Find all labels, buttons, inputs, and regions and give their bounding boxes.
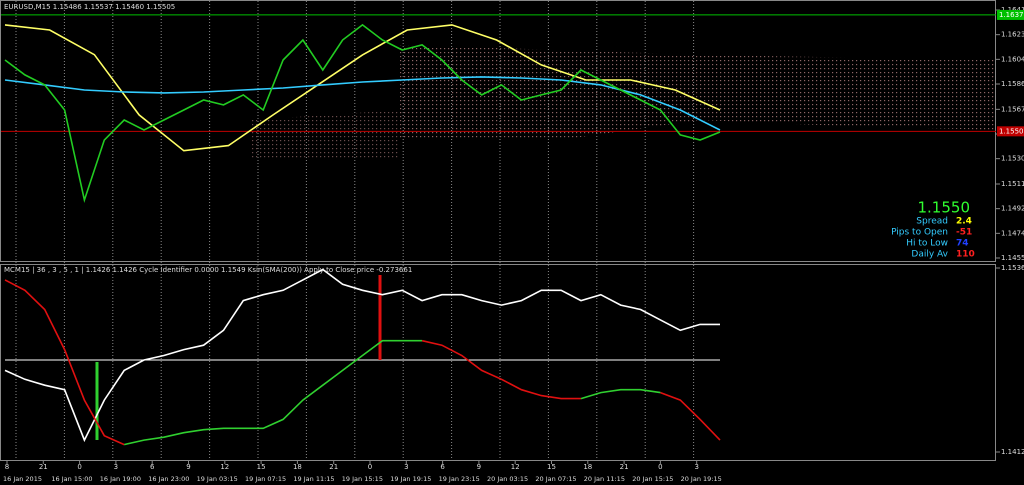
current-price: 1.1550 (918, 199, 971, 217)
y-tick-label: 1.15110 (1001, 180, 1024, 188)
hour-label: 21 (620, 463, 629, 471)
y-tick-label: 1.14555 (1001, 254, 1024, 262)
date-label: 20 Jan 03:15 (487, 475, 528, 483)
hour-label: 9 (477, 463, 481, 471)
hour-label: 15 (547, 463, 556, 471)
y-tick-label: 1.1536 (1001, 264, 1024, 272)
price-tag-label: 1.16378 (999, 11, 1024, 19)
date-label: 20 Jan 07:15 (535, 475, 576, 483)
hour-label: 3 (694, 463, 698, 471)
series-line (4, 279, 721, 446)
price-tag-label: 1.15505 (999, 127, 1024, 135)
hour-label: 21 (39, 463, 48, 471)
sub-frame (0, 264, 996, 461)
hour-label: 8 (5, 463, 9, 471)
price-tag (997, 126, 1024, 137)
info-value: 74 (956, 239, 969, 249)
hour-label: 0 (658, 463, 662, 471)
hour-label: 6 (150, 463, 155, 471)
series-line (4, 268, 720, 443)
y-tick-label: 1.14740 (1001, 229, 1024, 237)
date-label: 19 Jan 03:15 (197, 475, 238, 483)
hour-label: 3 (404, 463, 408, 471)
hour-label: 0 (77, 463, 81, 471)
date-label: 16 Jan 2015 (3, 475, 42, 483)
y-tick-label: 1.16230 (1001, 31, 1024, 39)
date-label: 20 Jan 11:15 (584, 475, 625, 483)
sub-title: MCM15 | 36 , 3 , 5 , 1 | 1.1426 1.1426 C… (4, 266, 412, 274)
cloud (400, 45, 995, 140)
date-label: 19 Jan 11:15 (293, 475, 334, 483)
hour-label: 6 (440, 463, 445, 471)
hour-label: 12 (220, 463, 229, 471)
hour-label: 12 (511, 463, 520, 471)
y-tick-label: 1.1412 (1001, 448, 1024, 456)
date-label: 20 Jan 15:15 (632, 475, 673, 483)
series-line (124, 339, 661, 446)
hour-label: 3 (114, 463, 118, 471)
y-tick-label: 1.15300 (1001, 155, 1024, 163)
date-label: 16 Jan 19:00 (100, 475, 141, 483)
date-label: 19 Jan 19:15 (390, 475, 431, 483)
date-label: 19 Jan 23:15 (439, 475, 480, 483)
hour-label: 18 (583, 463, 592, 471)
info-label: Pips to Open (891, 228, 948, 238)
date-label: 16 Jan 23:00 (148, 475, 189, 483)
y-tick-label: 1.16045 (1001, 55, 1024, 63)
hour-label: 21 (329, 463, 338, 471)
hour-label: 9 (186, 463, 190, 471)
hour-label: 0 (368, 463, 372, 471)
series-line (4, 23, 721, 204)
hour-label: 18 (293, 463, 302, 471)
y-tick-label: 1.15670 (1001, 105, 1024, 113)
info-label: Hi to Low (906, 239, 948, 249)
info-label: Daily Av (911, 250, 948, 260)
info-value: -51 (956, 228, 972, 238)
date-label: 20 Jan 19:15 (681, 475, 722, 483)
y-tick-label: 1.15860 (1001, 80, 1024, 88)
info-value: 2.4 (956, 217, 972, 227)
info-label: Spread (916, 217, 948, 227)
symbol-line: EURUSD,M15 1.15486 1.15537 1.15460 1.155… (4, 3, 175, 11)
price-tag (997, 9, 1024, 20)
series-line (4, 76, 721, 131)
info-value: 110 (956, 250, 975, 260)
hour-label: 15 (257, 463, 266, 471)
date-label: 19 Jan 15:15 (342, 475, 383, 483)
y-tick-label: 1.14925 (1001, 205, 1024, 213)
cloud (250, 110, 400, 160)
date-label: 19 Jan 07:15 (245, 475, 286, 483)
date-label: 16 Jan 15:00 (51, 475, 92, 483)
